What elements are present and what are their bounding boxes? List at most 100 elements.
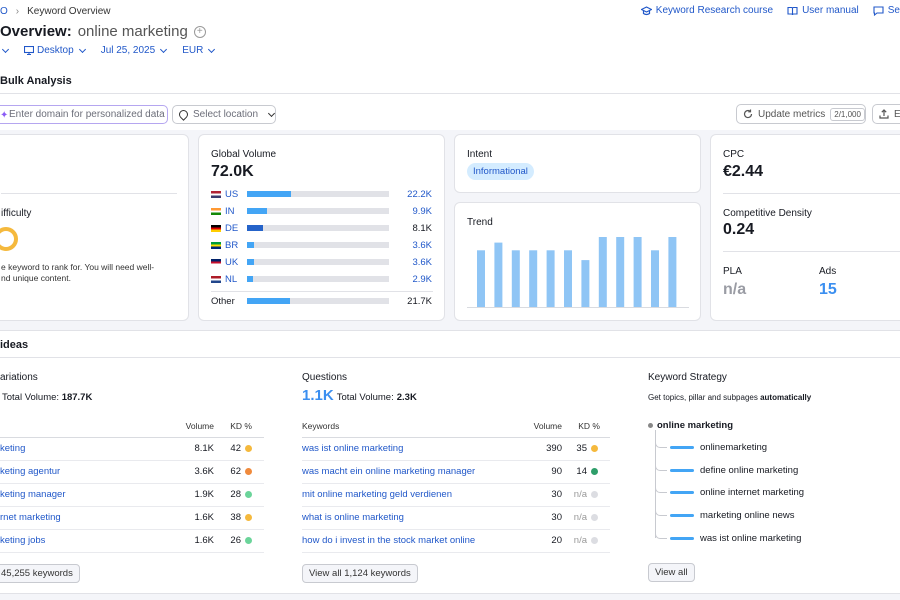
questions-count[interactable]: 1.1K bbox=[302, 387, 334, 404]
variation-volume: 1.6K bbox=[160, 529, 214, 553]
variations-col-volume[interactable]: Volume bbox=[160, 415, 214, 438]
add-to-list-icon[interactable]: + bbox=[193, 25, 206, 38]
variation-keyword-link[interactable]: rnet marketing bbox=[0, 506, 160, 530]
country-row-us[interactable]: US 22.2K bbox=[211, 189, 432, 200]
refresh-icon bbox=[743, 109, 753, 119]
variation-row: keting manager 1.9K 28 bbox=[0, 483, 264, 507]
chevron-down-icon bbox=[160, 45, 168, 53]
trend-bar bbox=[633, 237, 642, 307]
breadcrumb-current: Keyword Overview bbox=[27, 6, 111, 17]
domain-input[interactable]: Enter domain for personalized data bbox=[0, 105, 168, 124]
date-dropdown[interactable]: Jul 25, 2025 bbox=[100, 45, 168, 56]
view-all-variations-button[interactable]: 45,255 keywords bbox=[0, 564, 80, 583]
trend-bar bbox=[511, 250, 520, 307]
breadcrumb-root[interactable]: O bbox=[0, 6, 8, 17]
bulk-analysis-tab[interactable]: Bulk Analysis bbox=[0, 75, 72, 87]
question-volume: 390 bbox=[512, 437, 562, 461]
other-bar-fill bbox=[247, 298, 290, 304]
variation-volume: 1.9K bbox=[160, 483, 214, 507]
keyword-difficulty-card: ifficulty e keyword to rank for. You wil… bbox=[0, 134, 189, 321]
update-metrics-label: Update metrics bbox=[758, 108, 826, 120]
keyword-strategy-title: Keyword Strategy bbox=[648, 372, 727, 383]
country-volume: 9.9K bbox=[412, 205, 432, 217]
other-bar bbox=[247, 298, 389, 304]
questions-col-kd[interactable]: KD % bbox=[562, 415, 610, 438]
user-manual-label: User manual bbox=[802, 5, 859, 16]
ads-value[interactable]: 15 bbox=[819, 281, 837, 298]
question-keyword-link[interactable]: was macht ein online marketing manager bbox=[302, 460, 512, 484]
variation-keyword-link[interactable]: keting bbox=[0, 437, 160, 461]
trend-bar bbox=[581, 260, 590, 307]
keyword-ideas-divider bbox=[0, 357, 900, 358]
pla-label: PLA bbox=[723, 266, 742, 277]
variations-col-kd[interactable]: KD % bbox=[214, 415, 264, 438]
variation-keyword-link[interactable]: keting jobs bbox=[0, 529, 160, 553]
strategy-subpage[interactable]: marketing online news bbox=[670, 510, 795, 521]
export-icon bbox=[879, 109, 889, 119]
kd-dot-icon bbox=[245, 514, 252, 521]
strategy-subpage[interactable]: online internet marketing bbox=[670, 487, 804, 498]
top-links: Keyword Research course User manual Se bbox=[640, 5, 900, 16]
intent-label: Intent bbox=[467, 149, 493, 160]
country-bar bbox=[247, 225, 389, 231]
country-row-de[interactable]: DE 8.1K bbox=[211, 222, 432, 234]
country-row-uk[interactable]: UK 3.6K bbox=[211, 257, 432, 268]
view-all-questions-button[interactable]: View all 1,124 keywords bbox=[302, 564, 418, 583]
keyword-ideas-title: ideas bbox=[0, 339, 29, 351]
date-label: Jul 25, 2025 bbox=[100, 45, 156, 56]
keyword-research-course-link[interactable]: Keyword Research course bbox=[640, 5, 773, 16]
location-select[interactable]: Select location bbox=[172, 105, 276, 124]
country-volume: 2.9K bbox=[412, 273, 432, 285]
strategy-connector bbox=[655, 438, 667, 448]
strategy-connector bbox=[655, 483, 667, 494]
device-dropdown[interactable]: Desktop bbox=[24, 45, 86, 56]
variation-kd: 42 bbox=[214, 437, 264, 461]
variation-keyword-link[interactable]: keting agentur bbox=[0, 460, 160, 484]
country-row-br[interactable]: BR 3.6K bbox=[211, 240, 432, 251]
variation-volume: 1.6K bbox=[160, 506, 214, 530]
strategy-subpage[interactable]: onlinemarketing bbox=[670, 442, 767, 453]
strategy-bar bbox=[670, 468, 694, 472]
country-row-other: Other 21.7K bbox=[211, 295, 432, 307]
strategy-subpage[interactable]: was ist online marketing bbox=[670, 533, 801, 544]
question-keyword-link[interactable]: how do i invest in the stock market onli… bbox=[302, 529, 512, 553]
user-manual-link[interactable]: User manual bbox=[787, 5, 859, 16]
database-dropdown[interactable] bbox=[0, 45, 10, 53]
strategy-subpage[interactable]: define online marketing bbox=[670, 465, 798, 476]
strategy-bar bbox=[670, 514, 694, 518]
other-label: Other bbox=[211, 295, 235, 307]
country-row-in[interactable]: IN 9.9K bbox=[211, 205, 432, 217]
variation-keyword-link[interactable]: keting manager bbox=[0, 483, 160, 507]
questions-col-keywords[interactable]: Keywords bbox=[302, 415, 512, 438]
trend-bar bbox=[494, 242, 503, 307]
strategy-connector bbox=[655, 460, 667, 471]
kd-value: n/a bbox=[573, 489, 587, 500]
variation-row: keting 8.1K 42 bbox=[0, 437, 264, 461]
country-volume: 8.1K bbox=[412, 222, 432, 234]
kd-value: 26 bbox=[230, 535, 241, 546]
kd-value: 14 bbox=[576, 466, 587, 477]
strategy-desc-bold: automatically bbox=[760, 393, 812, 402]
questions-col-volume[interactable]: Volume bbox=[512, 415, 562, 438]
questions-total: 1.1K Total Volume: 2.3K bbox=[302, 387, 417, 404]
trend-card: Trend bbox=[454, 202, 701, 321]
question-keyword-link[interactable]: was ist online marketing bbox=[302, 437, 512, 461]
question-keyword-link[interactable]: what is online marketing bbox=[302, 506, 512, 530]
variation-row: keting jobs 1.6K 26 bbox=[0, 529, 264, 553]
kd-dot-icon bbox=[245, 445, 252, 452]
view-all-strategy-button[interactable]: View all bbox=[648, 563, 695, 582]
kd-dot-icon bbox=[591, 537, 598, 544]
currency-dropdown[interactable]: EUR bbox=[182, 45, 216, 56]
flag-us-icon bbox=[211, 190, 221, 198]
kd-dot-icon bbox=[591, 468, 598, 475]
send-feedback-link[interactable]: Se bbox=[873, 5, 900, 16]
update-metrics-button[interactable]: Update metrics 2/1,000 bbox=[736, 104, 866, 124]
country-bar-fill bbox=[247, 208, 267, 214]
cpc-divider bbox=[723, 193, 900, 194]
trend-bar bbox=[546, 250, 555, 307]
questions-total-value: 2.3K bbox=[396, 392, 417, 403]
export-button[interactable]: Ex bbox=[872, 104, 900, 124]
question-keyword-link[interactable]: mit online marketing geld verdienen bbox=[302, 483, 512, 507]
country-row-nl[interactable]: NL 2.9K bbox=[211, 273, 432, 285]
question-volume: 30 bbox=[512, 483, 562, 507]
